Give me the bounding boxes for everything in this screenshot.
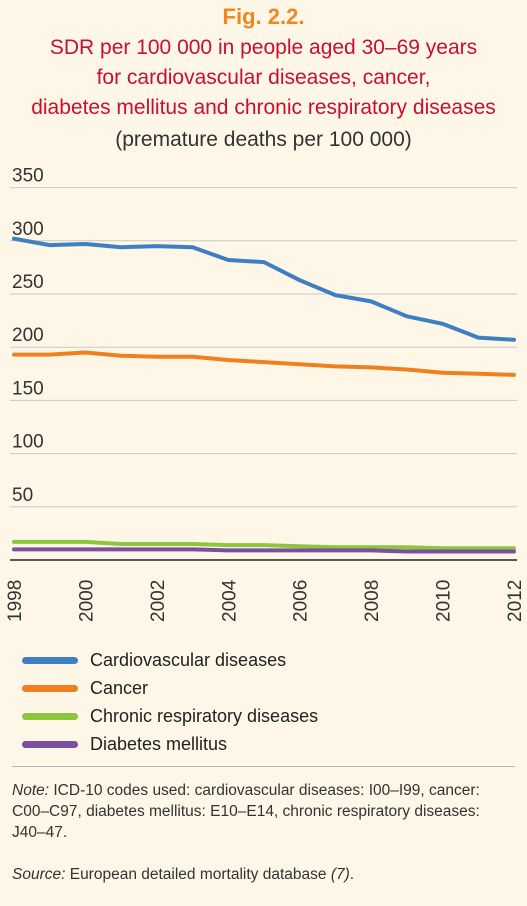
chart-series [12,236,516,554]
x-tick-label: 2000 [76,580,97,622]
source-reference: (7) [330,866,350,883]
legend-item: Chronic respiratory diseases [22,702,318,730]
y-tick-label: 50 [12,485,33,506]
legend-item: Cancer [22,674,318,702]
note: Note: ICD-10 codes used: cardiovascular … [12,780,512,843]
x-tick-label: 2002 [148,580,169,622]
y-tick-label: 250 [12,272,44,293]
y-tick-label: 150 [12,378,44,399]
y-axis-ticks: 50 100 150 200 250 300 350 [12,168,44,506]
x-tick-label: 2010 [434,580,455,622]
legend-label: Chronic respiratory diseases [90,705,319,726]
source: Source: European detailed mortality data… [12,866,512,884]
legend-swatch [22,656,78,664]
x-tick-label: 2004 [219,579,240,622]
x-tick-label: 2012 [505,580,526,622]
series-line-1 [12,350,516,377]
x-tick-label: 2008 [362,580,383,622]
source-text: European detailed mortality database [65,866,331,883]
note-label: Note: [12,782,50,799]
chart-title-line-1: SDR per 100 000 in people aged 30–69 yea… [49,36,478,59]
figure-label: Fig. 2.2. [222,4,305,29]
legend-item: Diabetes mellitus [22,730,318,758]
series-line-3 [12,547,516,554]
chart-title-line-2: for cardiovascular diseases, cancer, [96,66,431,89]
x-tick-label: 1998 [5,580,26,622]
x-axis-ticks: 1998 2000 2002 2004 2006 2008 2010 2012 [5,579,526,622]
series-line-2 [12,539,516,551]
legend-label: Cancer [90,677,149,698]
legend-label: Cardiovascular diseases [90,649,287,670]
legend-swatch [22,712,78,720]
y-tick-label: 300 [12,219,44,240]
series-line-0 [12,236,516,342]
source-label: Source: [12,866,66,883]
x-tick-label: 2006 [291,580,312,622]
chart-legend: Cardiovascular diseases Cancer Chronic res… [22,646,318,758]
legend-swatch [22,684,78,692]
legend-item: Cardiovascular diseases [22,646,318,674]
chart-subtitle: (premature deaths per 100 000) [115,128,412,151]
legend-label: Diabetes mellitus [90,733,228,754]
y-tick-label: 100 [12,432,44,453]
line-chart: 50 100 150 200 250 300 350 1998 2000 2002 2004 200… [5,168,526,622]
legend-swatch [22,740,78,748]
grid-lines [10,187,517,508]
divider [12,766,515,767]
y-tick-label: 200 [12,325,44,346]
note-text: ICD-10 codes used: cardiovascular diseas… [12,782,480,841]
source-end: . [349,866,355,883]
y-tick-label: 350 [12,168,44,187]
chart-title-line-3: diabetes mellitus and chronic respirator… [31,96,496,119]
